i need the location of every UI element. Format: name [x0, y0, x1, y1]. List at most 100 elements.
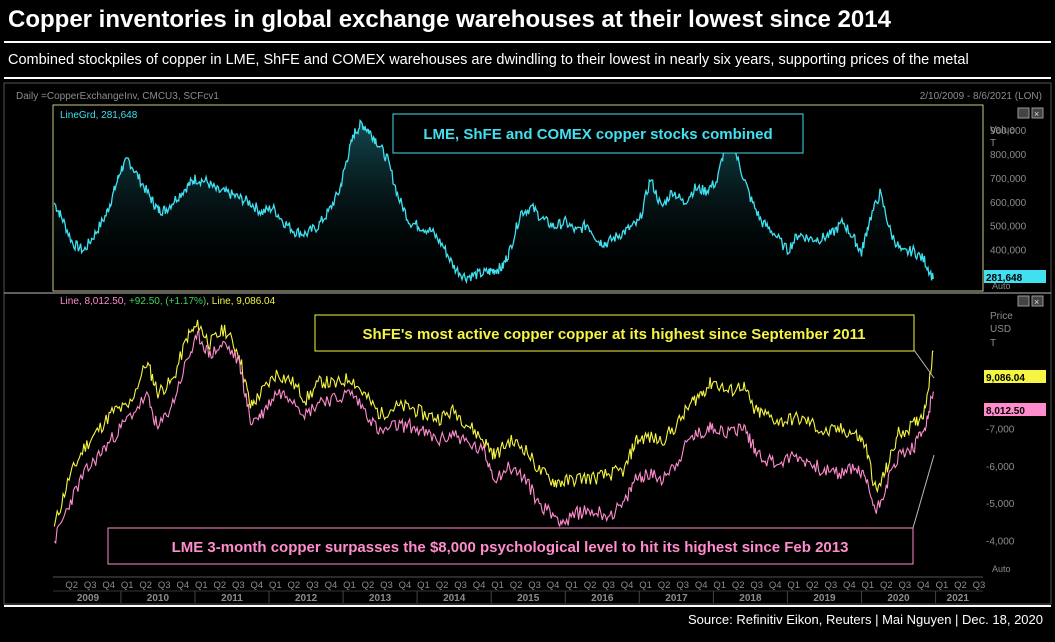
x-quarter-label: Q2: [288, 580, 301, 591]
stocks-ytick-label: 700,000: [990, 174, 1027, 185]
lme-annotation-pointer: [912, 454, 935, 529]
stocks-ytick-label: 500,000: [990, 222, 1027, 233]
footer-divider: [4, 605, 1051, 607]
lme-last-value-badge: [984, 403, 1046, 416]
price-yticks: -7,000 -6,000 -5,000 -4,000: [986, 424, 1015, 547]
x-quarter-label: Q2: [139, 580, 152, 591]
x-quarter-label: Q4: [843, 580, 856, 591]
x-year-label: 2010: [147, 593, 170, 604]
source-credit: Source: Refinitiv Eikon, Reuters | Mai N…: [687, 612, 1043, 627]
x-quarter-label: Q2: [436, 580, 449, 591]
x-quarter-label: Q4: [102, 580, 115, 591]
shfe-annotation-box: [314, 314, 915, 352]
price-ylabel-price: Price: [990, 311, 1013, 322]
x-year-label: 2017: [665, 593, 688, 604]
price-panel: Line, 8,012.50, +92.50, (+1.17%), Line, …: [53, 295, 1046, 604]
x-year-label: 2021: [947, 593, 970, 604]
x-quarter-label: Q2: [658, 580, 671, 591]
shfe-last-value-text: 9,086.04: [986, 373, 1025, 384]
x-quarter-label: Q2: [806, 580, 819, 591]
stocks-ytick-label: 400,000: [990, 246, 1027, 257]
x-quarter-label: Q3: [528, 580, 541, 591]
x-quarter-label: Q1: [195, 580, 208, 591]
stocks-auto-label: Auto: [992, 281, 1011, 291]
x-quarter-label: Q2: [880, 580, 893, 591]
price-ytick-label: -6,000: [986, 462, 1015, 473]
stocks-restore-button[interactable]: [1017, 107, 1030, 119]
stocks-yticks: 900,000 800,000 700,000 600,000 500,000 400,0…: [990, 126, 1027, 257]
price-series-label-change: +92.50, (+1.17%): [129, 296, 206, 307]
price-series-label: Line, 8,012.50, +92.50, (+1.17%), Line, …: [60, 296, 276, 307]
x-quarter-label: Q1: [713, 580, 726, 591]
price-ytick-label: -7,000: [986, 424, 1015, 435]
x-quarter-label: Q3: [232, 580, 245, 591]
lme-copper-line: [53, 328, 934, 545]
x-quarter-label: Q4: [177, 580, 190, 591]
lme-annotation: LME 3-month copper surpasses the $8,000 …: [107, 454, 935, 565]
x-year-label: 2015: [517, 593, 540, 604]
shfe-annotation-text: ShFE's most active copper copper at its …: [363, 326, 866, 343]
x-year-label: 2013: [369, 593, 392, 604]
x-axis-year-labels: 2009 2010 2011 2012 2013 2014 2015 2016 2017 2018…: [77, 591, 969, 604]
x-quarter-label: Q4: [547, 580, 560, 591]
x-quarter-label: Q3: [750, 580, 763, 591]
stocks-series-label: LineGrd, 281,648: [60, 110, 138, 121]
x-quarter-label: Q4: [325, 580, 338, 591]
subtitle-divider: [4, 77, 1051, 79]
stocks-panel: LineGrd, 281,648 Value T 900,000 800,000 7…: [52, 104, 1046, 292]
stocks-panel-controls[interactable]: ×: [1017, 107, 1044, 119]
x-quarter-label: Q4: [251, 580, 264, 591]
page-title: Copper inventories in global exchange wa…: [8, 6, 891, 33]
title-divider: [4, 41, 1051, 43]
x-quarter-label: Q2: [214, 580, 227, 591]
x-year-label: 2020: [887, 593, 910, 604]
shfe-last-value-badge: [984, 370, 1046, 383]
stocks-plot-border: [52, 104, 984, 292]
price-close-button[interactable]: [1031, 295, 1044, 307]
x-quarter-label: Q1: [491, 580, 504, 591]
stocks-annotation-text: LME, ShFE and COMEX copper stocks combin…: [423, 126, 772, 143]
price-ytick-label: -4,000: [986, 536, 1015, 547]
x-quarter-label: Q1: [787, 580, 800, 591]
x-quarter-label: Q1: [936, 580, 949, 591]
x-quarter-label: Q4: [473, 580, 486, 591]
x-quarter-label: Q3: [306, 580, 319, 591]
stocks-last-value-text: 281,648: [986, 273, 1023, 284]
stocks-area-fill: [54, 120, 934, 289]
x-quarter-label: Q1: [343, 580, 356, 591]
x-quarter-label: Q1: [121, 580, 134, 591]
x-quarter-label: Q1: [565, 580, 578, 591]
stocks-ylabel-value: Value: [990, 125, 1015, 136]
x-year-label: 2014: [443, 593, 466, 604]
page-subtitle: Combined stockpiles of copper in LME, Sh…: [8, 52, 969, 68]
x-quarter-label: Q3: [676, 580, 689, 591]
stocks-ylabel-unit: T: [990, 138, 996, 149]
x-quarter-label: Q4: [917, 580, 930, 591]
stocks-ytick-label: 600,000: [990, 198, 1027, 209]
x-quarter-label: Q3: [899, 580, 912, 591]
x-quarter-label: Q1: [862, 580, 875, 591]
x-quarter-label: Q2: [732, 580, 745, 591]
stocks-ylabel: Value T: [990, 125, 1015, 149]
x-axis-quarter-labels: Q2 Q3 Q4 Q1 Q2 Q3 Q4 Q1 Q2 Q3 Q4 Q1 Q2 Q3 Q4 Q1 Q2 Q3 Q4 Q1…: [65, 580, 985, 591]
x-quarter-label: Q4: [621, 580, 634, 591]
price-panel-controls[interactable]: ×: [1017, 295, 1044, 307]
x-quarter-label: Q1: [269, 580, 282, 591]
stocks-last-value-badge: [984, 270, 1046, 283]
stocks-close-button[interactable]: [1031, 107, 1044, 119]
price-ylabel: Price USD T: [990, 311, 1013, 349]
lme-annotation-text: LME 3-month copper surpasses the $8,000 …: [172, 539, 849, 556]
shfe-annotation-pointer: [913, 349, 935, 379]
x-year-label: 2019: [813, 593, 836, 604]
x-year-label: 2018: [739, 593, 762, 604]
x-quarter-label: Q2: [954, 580, 967, 591]
lme-last-value-text: 8,012.50: [986, 406, 1025, 417]
x-year-label: 2011: [221, 593, 243, 604]
terminal-border: [3, 82, 1052, 605]
price-series-label-lme: Line, 8,012.50,: [60, 296, 129, 307]
x-quarter-label: Q1: [417, 580, 430, 591]
shfe-copper-line: [53, 319, 934, 527]
x-quarter-label: Q3: [84, 580, 97, 591]
price-restore-button[interactable]: [1017, 295, 1030, 307]
